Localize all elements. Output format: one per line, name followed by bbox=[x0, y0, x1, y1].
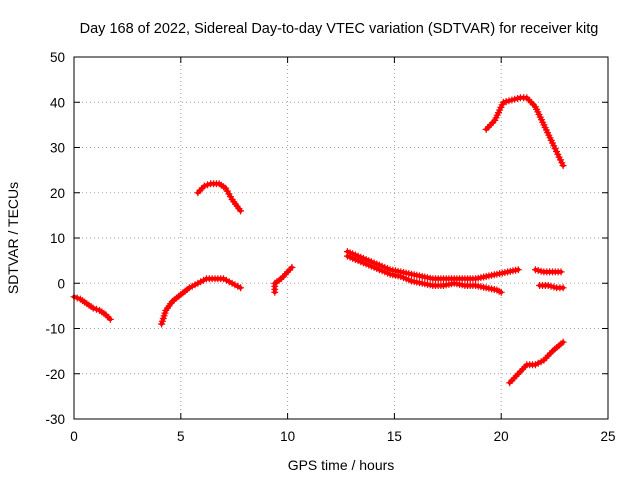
y-tick-label: -30 bbox=[45, 412, 65, 427]
series-arc-f bbox=[343, 252, 505, 296]
series-arc-b bbox=[158, 275, 245, 328]
x-axis-label: GPS time / hours bbox=[288, 457, 395, 473]
data-point-marker bbox=[73, 294, 81, 302]
x-tick-label: 25 bbox=[600, 429, 615, 444]
y-tick-label: 50 bbox=[50, 50, 65, 65]
data-point-marker bbox=[200, 182, 208, 190]
series-arc-i bbox=[531, 266, 565, 276]
y-tick-label: 0 bbox=[57, 276, 65, 291]
data-point-marker bbox=[288, 263, 296, 271]
data-point-marker bbox=[559, 284, 567, 292]
plot-frame bbox=[73, 56, 609, 420]
x-tick-label: 5 bbox=[177, 429, 185, 444]
axis-ticks: 0 5 10 15 20 25 -30 -20 -10 0 10 20 30 40 50 bbox=[45, 50, 615, 444]
y-tick-label: 30 bbox=[50, 141, 65, 156]
x-tick-label: 15 bbox=[387, 429, 402, 444]
data-series bbox=[70, 94, 567, 387]
data-point-marker bbox=[559, 338, 567, 346]
data-point-marker bbox=[237, 207, 245, 215]
data-point-marker bbox=[106, 315, 114, 323]
data-point-marker bbox=[237, 284, 245, 292]
series-arc-c bbox=[194, 180, 245, 215]
x-tick-label: 10 bbox=[280, 429, 295, 444]
y-tick-label: 20 bbox=[50, 186, 65, 201]
data-point-marker bbox=[92, 305, 100, 313]
data-point-marker bbox=[559, 162, 567, 170]
y-tick-label: 10 bbox=[50, 231, 65, 246]
data-point-marker bbox=[557, 268, 565, 276]
x-tick-label: 0 bbox=[70, 429, 78, 444]
series-arc-g bbox=[482, 94, 567, 170]
chart-title: Day 168 of 2022, Sidereal Day-to-day VTE… bbox=[80, 21, 599, 37]
data-point-marker bbox=[514, 266, 522, 274]
series-arc-d bbox=[271, 263, 296, 296]
y-tick-label: -20 bbox=[45, 367, 65, 382]
y-tick-label: 40 bbox=[50, 95, 65, 110]
data-point-marker bbox=[89, 304, 97, 312]
series-arc-a bbox=[70, 293, 114, 323]
y-tick-label: -10 bbox=[45, 322, 65, 337]
series-arc-j bbox=[536, 282, 567, 292]
x-tick-label: 20 bbox=[494, 429, 509, 444]
series-arc-h bbox=[506, 338, 567, 387]
y-axis-label: SDTVAR / TECUs bbox=[5, 182, 21, 294]
data-point-marker bbox=[497, 288, 505, 296]
data-point-marker bbox=[204, 181, 211, 189]
